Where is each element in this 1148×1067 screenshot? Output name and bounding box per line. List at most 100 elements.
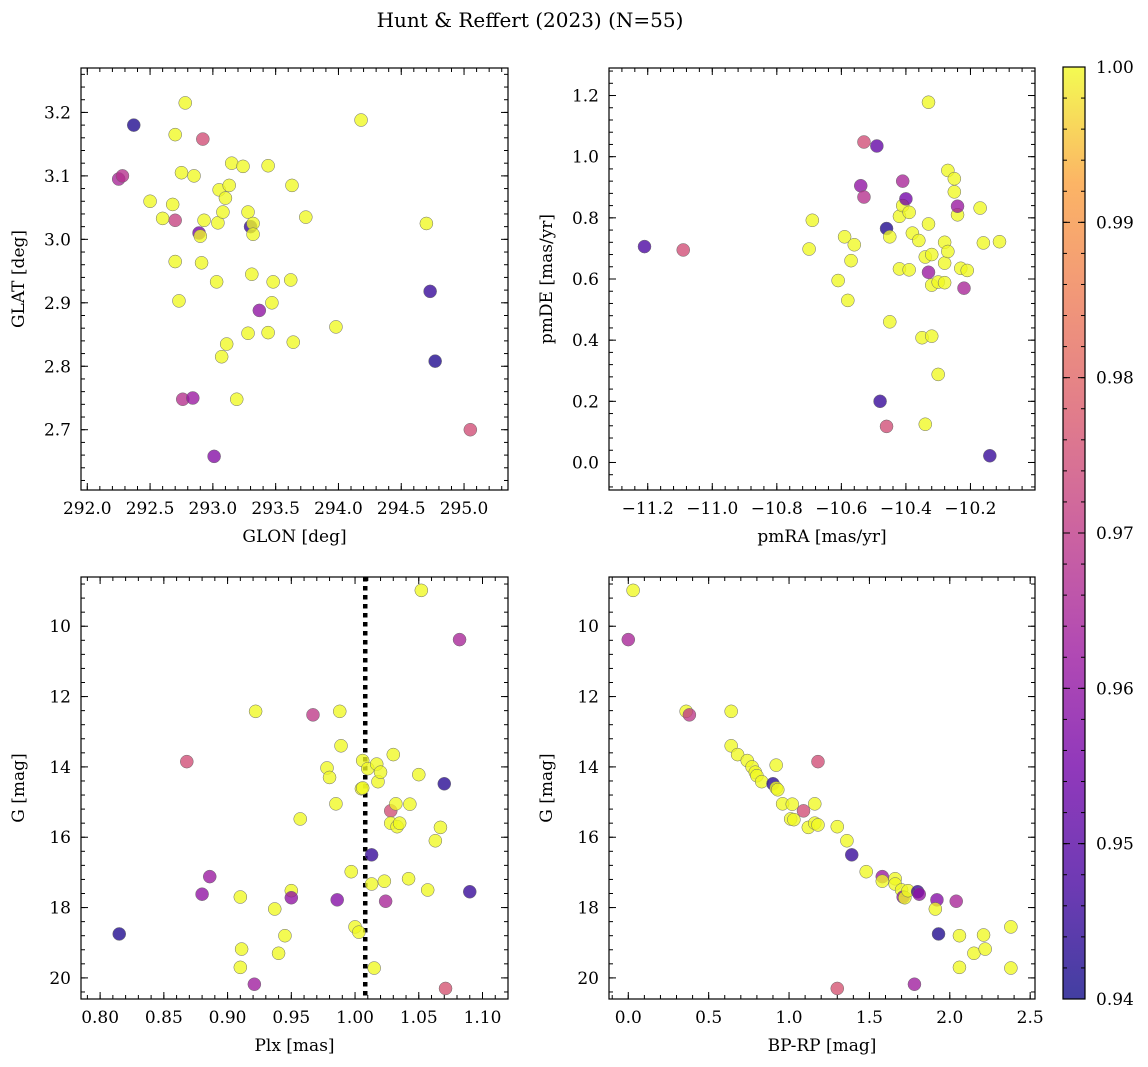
scatter-point (241, 326, 255, 341)
scatter-point (830, 981, 845, 996)
scatter-point (377, 874, 392, 888)
x-tick-label: 292.5 (126, 499, 175, 519)
scatter-point (433, 820, 448, 835)
y-axis-label: GLAT [deg] (9, 230, 29, 328)
scatter-point (423, 284, 437, 299)
scatter-point (386, 747, 401, 762)
scatter-point (202, 869, 217, 884)
scatter-point (266, 275, 280, 289)
scatter-point (947, 185, 962, 199)
x-tick-label: −11.2 (622, 499, 674, 519)
y-tick-label: 20 (49, 969, 71, 989)
scatter-point (261, 158, 275, 173)
colorbar: 0.94 0.95 0.96 0.97 0.98 0.99 1.00 (1062, 58, 1134, 1010)
x-tick-label: 0.90 (209, 1008, 247, 1028)
scatter-point (234, 942, 249, 956)
scatter-point (428, 834, 443, 848)
x-tick-label: 2.5 (1017, 1008, 1044, 1028)
scatter-point (143, 194, 157, 209)
y-tick-label: 2.8 (44, 357, 71, 377)
scatter-point (859, 864, 873, 879)
scatter-point (193, 229, 208, 243)
scatter-point (921, 265, 936, 280)
figure-title: Hunt & Reffert (2023) (N=55) (377, 8, 684, 32)
scatter-point (330, 893, 344, 907)
y-tick-label: 16 (577, 828, 599, 848)
scatter-point (1004, 920, 1018, 934)
axes-frame (608, 67, 1036, 491)
scatter-point (155, 211, 170, 226)
scatter-point (907, 977, 922, 991)
scatter-point (950, 199, 965, 213)
colorbar-tick-label: 0.94 (1096, 990, 1134, 1010)
scatter-point (420, 883, 435, 897)
scatter-point (978, 942, 992, 956)
x-tick-label: 0.80 (81, 1008, 119, 1028)
scatter-point (344, 864, 358, 879)
scatter-point (392, 816, 407, 830)
scatter-point (837, 230, 852, 244)
scatter-point (299, 210, 313, 224)
scatter-point (126, 118, 141, 132)
scatter-point (960, 263, 974, 278)
scatter-point (218, 191, 233, 205)
scatter-point (329, 320, 343, 334)
scatter-point (902, 263, 916, 277)
scatter-point (949, 894, 963, 908)
x-tick-label: 2.0 (936, 1008, 963, 1028)
scatter-point (306, 708, 320, 722)
x-tick-label: 0.0 (615, 1008, 642, 1028)
scatter-point (808, 797, 822, 811)
tick-marks (609, 577, 1035, 999)
scatter-point (928, 902, 943, 916)
scatter-point (802, 242, 816, 256)
scatter-point (924, 247, 939, 262)
y-tick-label: 10 (577, 617, 599, 637)
scatter-point (233, 890, 248, 904)
y-axis-label: pmDE [mas/yr] (537, 214, 557, 344)
scatter-point (247, 977, 262, 991)
scatter-point (178, 96, 192, 110)
scatter-point (389, 797, 403, 811)
scatter-points (111, 96, 478, 464)
scatter-point (216, 205, 230, 219)
scatter-point (899, 192, 913, 206)
colorbar-tick-label: 0.95 (1096, 835, 1134, 855)
scatter-point (895, 174, 910, 188)
x-tick-label: 0.5 (695, 1008, 722, 1028)
x-tick-label: −11.0 (686, 499, 738, 519)
scatter-point (168, 127, 182, 142)
scatter-point (830, 819, 845, 834)
scatter-point (419, 216, 434, 231)
y-tick-label: 3.2 (44, 103, 71, 123)
scatter-point (438, 981, 453, 996)
scatter-point (902, 205, 916, 220)
scatter-point (222, 178, 236, 193)
scatter-point (840, 834, 854, 848)
scatter-point (252, 303, 267, 318)
y-tick-label: 2.7 (44, 421, 71, 441)
scatter-point (174, 165, 189, 180)
x-tick-label: 0.95 (272, 1008, 310, 1028)
scatter-point (870, 139, 884, 153)
scatter-point (621, 632, 636, 647)
scatter-point (354, 113, 368, 127)
scatter-point (322, 770, 337, 785)
scatter-point (373, 765, 388, 779)
scatter-point (233, 960, 248, 975)
x-axis-label: Plx [mas] (254, 1036, 334, 1056)
scatter-point (355, 781, 370, 795)
scatter-point (286, 335, 300, 349)
x-tick-label: −10.6 (815, 499, 867, 519)
scatter-point (873, 394, 887, 409)
x-tick-label: 293.5 (251, 499, 300, 519)
scatter-point (246, 227, 260, 242)
scatter-point (805, 213, 820, 228)
scatter-point (931, 927, 946, 941)
tick-marks (81, 68, 508, 490)
scatter-point (771, 783, 785, 797)
y-tick-label: 14 (49, 758, 71, 778)
scatter-point (952, 928, 967, 943)
scatter-point (329, 797, 343, 811)
scatter-points (637, 95, 1007, 463)
